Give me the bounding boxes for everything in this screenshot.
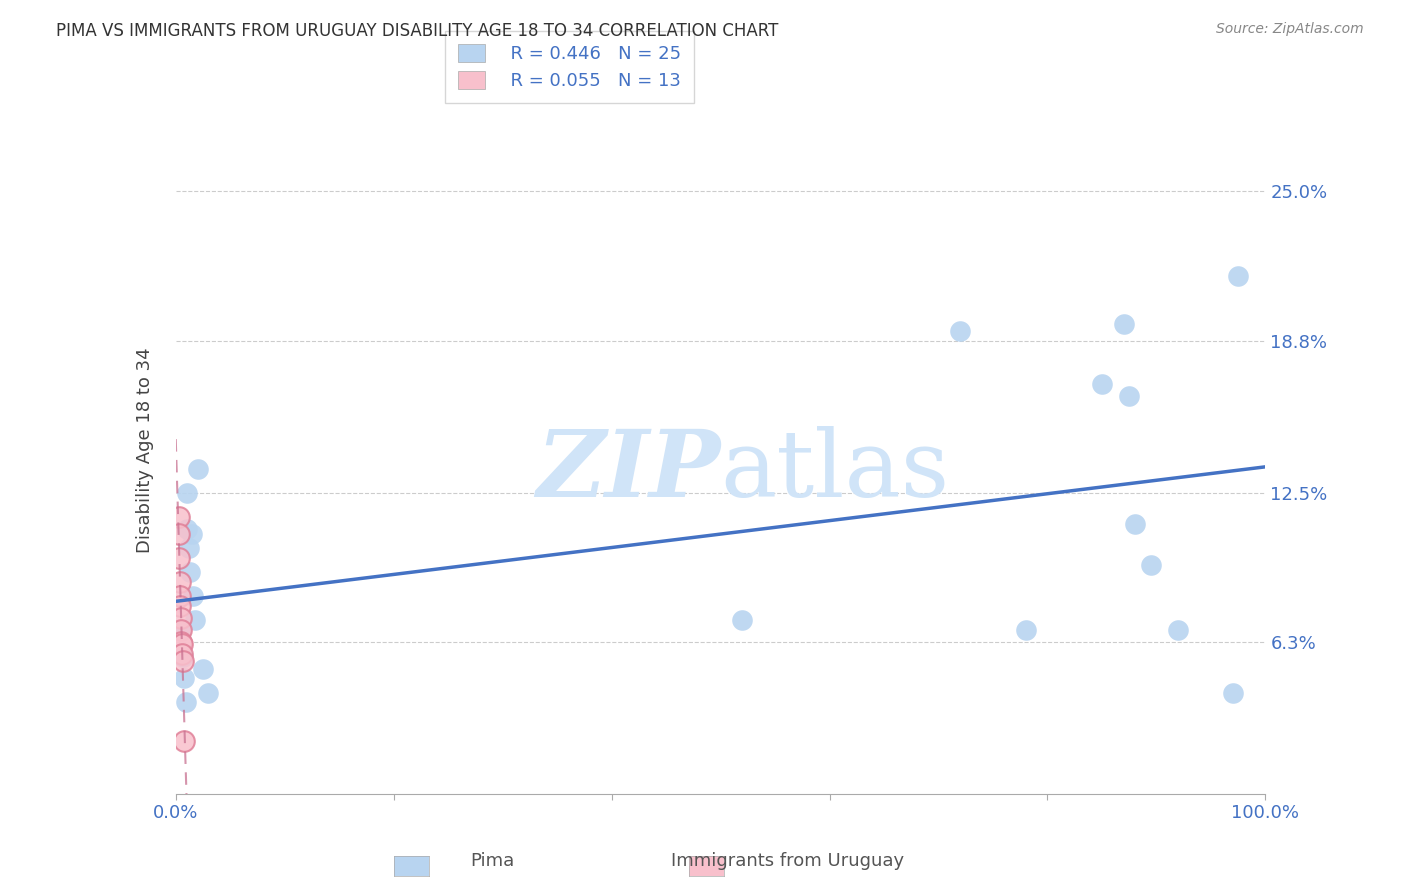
Point	[1015, 623, 1038, 637]
Y-axis label: Disability Age 18 to 34: Disability Age 18 to 34	[136, 348, 155, 553]
Point	[169, 599, 191, 613]
Point	[170, 611, 193, 625]
Point	[173, 734, 195, 748]
Point	[167, 509, 190, 524]
Point	[1140, 558, 1163, 572]
Point	[181, 526, 204, 541]
Point	[1167, 623, 1189, 637]
Point	[170, 635, 193, 649]
Point	[1118, 389, 1140, 403]
Point	[172, 649, 194, 664]
Point	[169, 589, 191, 603]
Point	[174, 695, 197, 709]
Point	[949, 324, 972, 338]
Point	[1227, 268, 1250, 283]
Point	[170, 623, 193, 637]
Point	[176, 522, 198, 536]
Point	[1091, 377, 1114, 392]
Point	[167, 550, 190, 565]
Point	[172, 654, 194, 668]
Text: Immigrants from Uruguay: Immigrants from Uruguay	[671, 852, 904, 870]
Point	[170, 623, 193, 637]
Point	[179, 565, 201, 579]
Point	[197, 686, 219, 700]
Point	[177, 541, 200, 555]
Point	[191, 662, 214, 676]
Point	[1112, 317, 1135, 331]
Point	[172, 647, 194, 661]
Point	[176, 485, 198, 500]
Point	[184, 613, 207, 627]
Point	[186, 461, 209, 475]
Point	[169, 574, 191, 589]
Point	[167, 526, 190, 541]
Text: atlas: atlas	[721, 426, 950, 516]
Text: PIMA VS IMMIGRANTS FROM URUGUAY DISABILITY AGE 18 TO 34 CORRELATION CHART: PIMA VS IMMIGRANTS FROM URUGUAY DISABILI…	[56, 22, 779, 40]
Point	[181, 589, 204, 603]
Text: ZIP: ZIP	[536, 426, 721, 516]
Point	[1222, 686, 1244, 700]
Text: Source: ZipAtlas.com: Source: ZipAtlas.com	[1216, 22, 1364, 37]
Point	[172, 637, 194, 651]
Point	[173, 671, 195, 685]
Point	[731, 613, 754, 627]
Text: Pima: Pima	[470, 852, 515, 870]
Point	[1123, 516, 1146, 531]
Legend:   R = 0.446   N = 25,   R = 0.055   N = 13: R = 0.446 N = 25, R = 0.055 N = 13	[444, 31, 693, 103]
